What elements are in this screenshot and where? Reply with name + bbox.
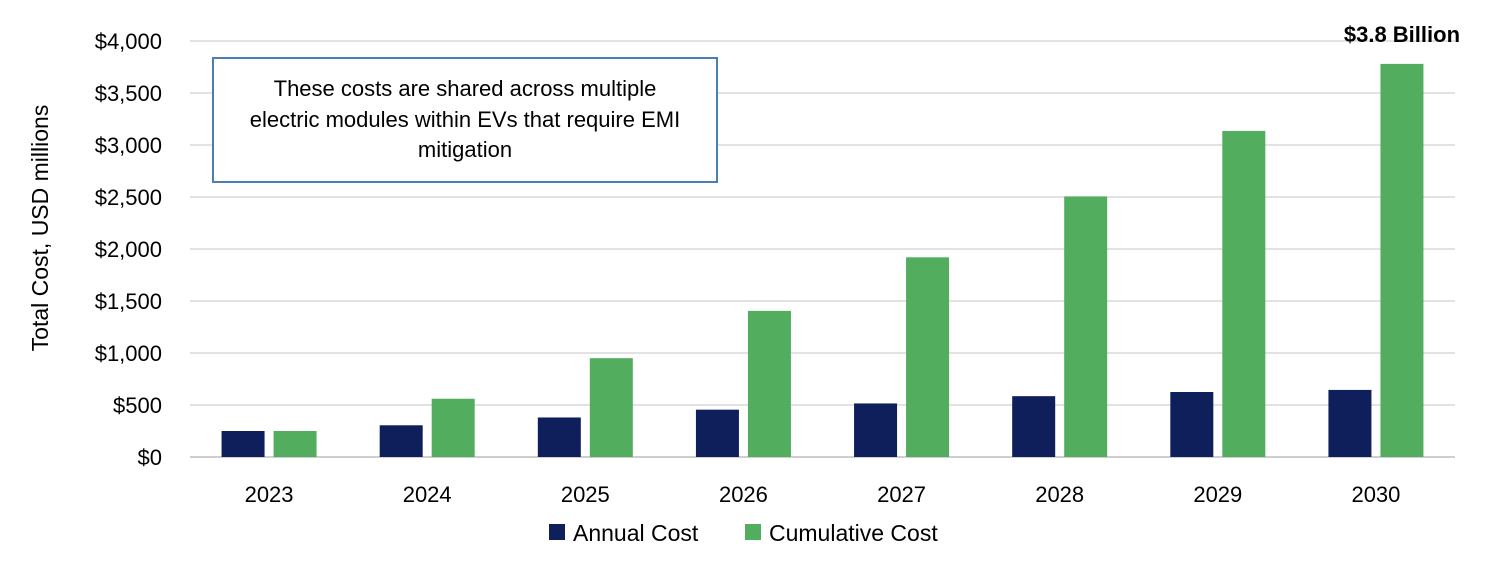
y-axis-title: Total Cost, USD millions	[27, 105, 53, 352]
y-tick-label: $1,000	[95, 341, 162, 366]
y-tick-label: $0	[138, 445, 162, 470]
x-tick-label-2023: 2023	[245, 482, 294, 507]
x-tick-label-2029: 2029	[1193, 482, 1242, 507]
y-tick-label: $3,000	[95, 133, 162, 158]
bar-annual-cost-2027	[854, 403, 898, 457]
bar-annual-cost-2029	[1170, 392, 1214, 457]
legend-label-cumulative-cost: Cumulative Cost	[769, 520, 938, 546]
bar-cumulative-cost-2026	[747, 310, 791, 457]
y-tick-label: $2,000	[95, 237, 162, 262]
bar-annual-cost-2025	[537, 417, 581, 457]
bar-annual-cost-2026	[695, 409, 739, 457]
legend-swatch-annual-cost	[549, 524, 565, 540]
bar-annual-cost-2030	[1328, 389, 1372, 457]
x-tick-label-2027: 2027	[877, 482, 926, 507]
y-tick-label: $3,500	[95, 81, 162, 106]
y-axis-ticks: $0 $500 $1,000 $1,500 $2,000 $2,500 $3,000 $3,5…	[95, 29, 162, 470]
data-label-2030: $3.8 Billion	[1344, 22, 1460, 47]
y-tick-label: $2,500	[95, 185, 162, 210]
bar-cumulative-cost-2028	[1064, 196, 1108, 458]
y-tick-label: $1,500	[95, 289, 162, 314]
x-tick-label-2030: 2030	[1351, 482, 1400, 507]
bar-cumulative-cost-2030	[1380, 63, 1424, 457]
bars	[221, 63, 1424, 458]
x-tick-label-2024: 2024	[403, 482, 452, 507]
bar-cumulative-cost-2029	[1222, 130, 1266, 457]
bar-annual-cost-2023	[221, 431, 265, 457]
legend: Annual Cost Cumulative Cost	[549, 520, 938, 546]
bar-annual-cost-2024	[379, 425, 423, 457]
legend-swatch-cumulative-cost	[745, 524, 761, 540]
bar-cumulative-cost-2024	[431, 398, 475, 457]
note-callout: These costs are shared across multiple e…	[212, 57, 718, 183]
x-tick-label-2028: 2028	[1035, 482, 1084, 507]
legend-label-annual-cost: Annual Cost	[573, 520, 699, 546]
bar-cumulative-cost-2025	[589, 358, 633, 457]
note-text: These costs are shared across multiple e…	[249, 76, 681, 163]
x-axis-ticks: 2023 2024 2025 2026 2027 2028 2029 2030	[245, 482, 1401, 507]
bar-cumulative-cost-2027	[906, 257, 950, 457]
bar-cumulative-cost-2023	[273, 431, 317, 457]
annotations: $3.8 Billion	[1344, 22, 1460, 47]
x-tick-label-2025: 2025	[561, 482, 610, 507]
y-tick-label: $500	[113, 393, 162, 418]
bar-annual-cost-2028	[1012, 396, 1056, 457]
x-tick-label-2026: 2026	[719, 482, 768, 507]
y-tick-label: $4,000	[95, 29, 162, 54]
